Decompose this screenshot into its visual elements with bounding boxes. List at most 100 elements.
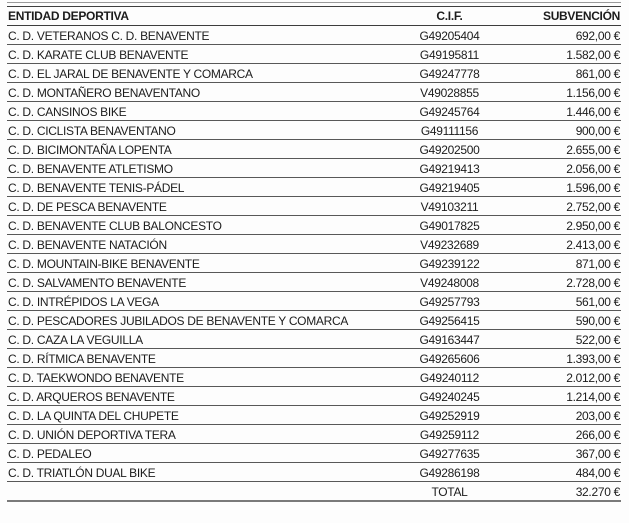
entity-name: C. D. BICIMONTAÑA LOPENTA bbox=[7, 139, 397, 159]
entity-name: C. D. VETERANOS C. D. BENAVENTE bbox=[7, 25, 397, 45]
entity-subsidy: 1.582,00 € bbox=[502, 44, 621, 64]
entity-name: C. D. MOUNTAIN-BIKE BENAVENTE bbox=[7, 253, 397, 273]
entity-cif: G49245764 bbox=[397, 101, 502, 121]
entity-name: C. D. UNIÓN DEPORTIVA TERA bbox=[7, 424, 397, 444]
table-row: C. D. EL JARAL DE BENAVENTE Y COMARCA G4… bbox=[7, 63, 621, 83]
entity-cif: V49248008 bbox=[397, 272, 502, 292]
entity-subsidy: 2.752,00 € bbox=[502, 196, 621, 216]
entity-name: C. D. BENAVENTE NATACIÓN bbox=[7, 234, 397, 254]
entity-subsidy: 203,00 € bbox=[502, 405, 621, 425]
entity-subsidy: 2.950,00 € bbox=[502, 215, 621, 235]
entity-name: C. D. MONTAÑERO BENAVENTANO bbox=[7, 82, 397, 102]
entity-cif: G49205404 bbox=[397, 25, 502, 45]
table-row: C. D. BENAVENTE CLUB BALONCESTO G4901782… bbox=[7, 215, 621, 235]
entity-name: C. D. KARATE CLUB BENAVENTE bbox=[7, 44, 397, 64]
table-row: C. D. KARATE CLUB BENAVENTE G49195811 1.… bbox=[7, 44, 621, 64]
column-header-subsidy: SUBVENCIÓN bbox=[502, 6, 621, 26]
entity-name: C. D. SALVAMENTO BENAVENTE bbox=[7, 272, 397, 292]
subsidy-table: ENTIDAD DEPORTIVA C.I.F. SUBVENCIÓN C. D… bbox=[7, 6, 621, 502]
table-row: C. D. CANSINOS BIKE G49245764 1.446,00 € bbox=[7, 101, 621, 121]
entity-name: C. D. CICLISTA BENAVENTANO bbox=[7, 120, 397, 140]
entity-subsidy: 2.728,00 € bbox=[502, 272, 621, 292]
table-row: C. D. UNIÓN DEPORTIVA TERA G49259112 266… bbox=[7, 424, 621, 444]
table-row: C. D. BICIMONTAÑA LOPENTA G49202500 2.65… bbox=[7, 139, 621, 159]
entity-subsidy: 2.413,00 € bbox=[502, 234, 621, 254]
entity-cif: G49259112 bbox=[397, 424, 502, 444]
entity-name: C. D. CANSINOS BIKE bbox=[7, 101, 397, 121]
total-label: TOTAL bbox=[397, 481, 502, 502]
entity-cif: G49111156 bbox=[397, 120, 502, 140]
table-row: C. D. LA QUINTA DEL CHUPETE G49252919 20… bbox=[7, 405, 621, 425]
entity-subsidy: 367,00 € bbox=[502, 443, 621, 463]
table-row: C. D. CAZA LA VEGUILLA G49163447 522,00 … bbox=[7, 329, 621, 349]
entity-name: C. D. BENAVENTE ATLETISMO bbox=[7, 158, 397, 178]
entity-subsidy: 522,00 € bbox=[502, 329, 621, 349]
entity-subsidy: 871,00 € bbox=[502, 253, 621, 273]
table-row: C. D. BENAVENTE NATACIÓN V49232689 2.413… bbox=[7, 234, 621, 254]
entity-subsidy: 1.393,00 € bbox=[502, 348, 621, 368]
entity-name: C. D. EL JARAL DE BENAVENTE Y COMARCA bbox=[7, 63, 397, 83]
entity-cif: G49265606 bbox=[397, 348, 502, 368]
table-row: C. D. BENAVENTE ATLETISMO G49219413 2.05… bbox=[7, 158, 621, 178]
table-row: C. D. PESCADORES JUBILADOS DE BENAVENTE … bbox=[7, 310, 621, 330]
entity-name: C. D. CAZA LA VEGUILLA bbox=[7, 329, 397, 349]
entity-subsidy: 1.446,00 € bbox=[502, 101, 621, 121]
entity-cif: G49252919 bbox=[397, 405, 502, 425]
entity-subsidy: 1.214,00 € bbox=[502, 386, 621, 406]
entity-cif: G49257793 bbox=[397, 291, 502, 311]
entity-subsidy: 266,00 € bbox=[502, 424, 621, 444]
table-row: C. D. CICLISTA BENAVENTANO G49111156 900… bbox=[7, 120, 621, 140]
table-row: C. D. INTRÉPIDOS LA VEGA G49257793 561,0… bbox=[7, 291, 621, 311]
document-page: ENTIDAD DEPORTIVA C.I.F. SUBVENCIÓN C. D… bbox=[7, 2, 621, 502]
entity-name: C. D. BENAVENTE CLUB BALONCESTO bbox=[7, 215, 397, 235]
entity-subsidy: 1.596,00 € bbox=[502, 177, 621, 197]
header-row: ENTIDAD DEPORTIVA C.I.F. SUBVENCIÓN bbox=[7, 6, 621, 26]
table-row: C. D. ARQUEROS BENAVENTE G49240245 1.214… bbox=[7, 386, 621, 406]
table-body: C. D. VETERANOS C. D. BENAVENTE G4920540… bbox=[7, 25, 621, 482]
entity-name: C. D. RÍTMICA BENAVENTE bbox=[7, 348, 397, 368]
entity-cif: G49219405 bbox=[397, 177, 502, 197]
entity-cif: G49256415 bbox=[397, 310, 502, 330]
table-row: C. D. PEDALEO G49277635 367,00 € bbox=[7, 443, 621, 463]
table-row: C. D. TAEKWONDO BENAVENTE G49240112 2.01… bbox=[7, 367, 621, 387]
table-row: C. D. MOUNTAIN-BIKE BENAVENTE G49239122 … bbox=[7, 253, 621, 273]
entity-cif: G49219413 bbox=[397, 158, 502, 178]
entity-name: C. D. PEDALEO bbox=[7, 443, 397, 463]
column-header-cif: C.I.F. bbox=[397, 6, 502, 26]
entity-subsidy: 2.655,00 € bbox=[502, 139, 621, 159]
entity-subsidy: 861,00 € bbox=[502, 63, 621, 83]
entity-subsidy: 1.156,00 € bbox=[502, 82, 621, 102]
entity-name: C. D. TAEKWONDO BENAVENTE bbox=[7, 367, 397, 387]
total-row: TOTAL 32.270 € bbox=[7, 481, 621, 502]
table-row: C. D. BENAVENTE TENIS-PÁDEL G49219405 1.… bbox=[7, 177, 621, 197]
entity-name: C. D. LA QUINTA DEL CHUPETE bbox=[7, 405, 397, 425]
table-row: C. D. RÍTMICA BENAVENTE G49265606 1.393,… bbox=[7, 348, 621, 368]
entity-cif: V49103211 bbox=[397, 196, 502, 216]
entity-cif: G49240245 bbox=[397, 386, 502, 406]
table-row: C. D. DE PESCA BENAVENTE V49103211 2.752… bbox=[7, 196, 621, 216]
entity-cif: G49017825 bbox=[397, 215, 502, 235]
entity-subsidy: 692,00 € bbox=[502, 25, 621, 45]
entity-subsidy: 2.012,00 € bbox=[502, 367, 621, 387]
entity-subsidy: 590,00 € bbox=[502, 310, 621, 330]
entity-name: C. D. BENAVENTE TENIS-PÁDEL bbox=[7, 177, 397, 197]
entity-subsidy: 2.056,00 € bbox=[502, 158, 621, 178]
entity-subsidy: 561,00 € bbox=[502, 291, 621, 311]
entity-cif: G49195811 bbox=[397, 44, 502, 64]
table-top-rule: ENTIDAD DEPORTIVA C.I.F. SUBVENCIÓN C. D… bbox=[7, 2, 621, 502]
table-row: C. D. MONTAÑERO BENAVENTANO V49028855 1.… bbox=[7, 82, 621, 102]
entity-name: C. D. PESCADORES JUBILADOS DE BENAVENTE … bbox=[7, 310, 397, 330]
entity-cif: G49240112 bbox=[397, 367, 502, 387]
entity-cif: G49277635 bbox=[397, 443, 502, 463]
entity-cif: G49202500 bbox=[397, 139, 502, 159]
entity-cif: V49232689 bbox=[397, 234, 502, 254]
entity-name: C. D. INTRÉPIDOS LA VEGA bbox=[7, 291, 397, 311]
total-empty-cell bbox=[7, 481, 397, 502]
table-row: C. D. VETERANOS C. D. BENAVENTE G4920540… bbox=[7, 25, 621, 45]
table-row: C. D. TRIATLÓN DUAL BIKE G49286198 484,0… bbox=[7, 462, 621, 482]
entity-cif: G49247778 bbox=[397, 63, 502, 83]
entity-cif: G49163447 bbox=[397, 329, 502, 349]
entity-name: C. D. DE PESCA BENAVENTE bbox=[7, 196, 397, 216]
entity-cif: G49239122 bbox=[397, 253, 502, 273]
total-value: 32.270 € bbox=[502, 481, 621, 502]
